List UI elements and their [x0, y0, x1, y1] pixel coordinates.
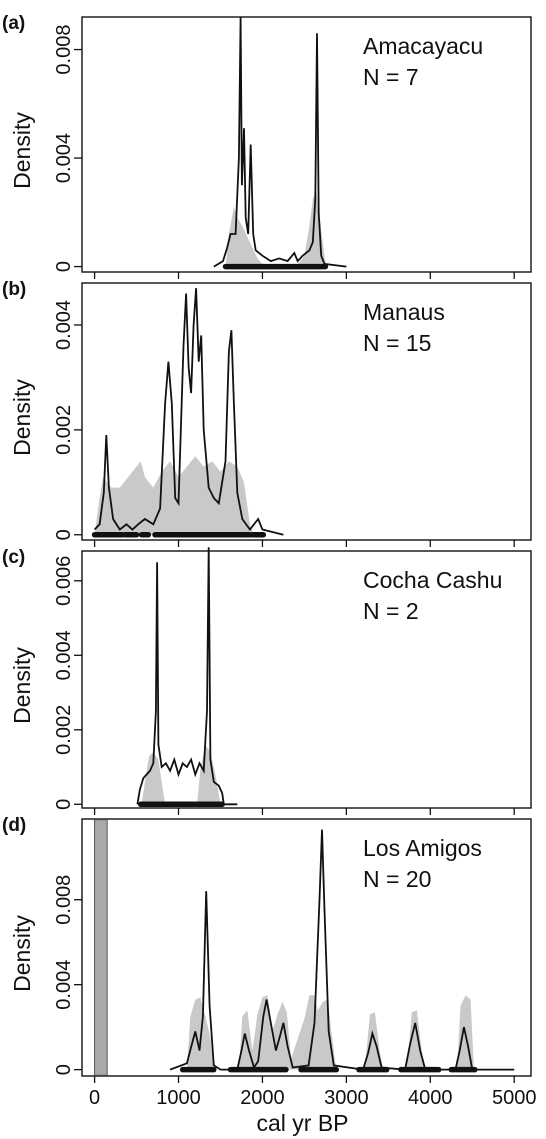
- y-tick-label: 0.002: [53, 405, 75, 455]
- x-axis-title: cal yr BP: [256, 1110, 348, 1136]
- plot-frame: [81, 16, 532, 273]
- sample-count: N = 7: [363, 64, 419, 90]
- site-name: Cocha Cashu: [363, 567, 502, 593]
- y-tick-label: 0.004: [53, 630, 75, 680]
- density-curve: [213, 16, 347, 268]
- y-axis-label: Density: [9, 379, 35, 456]
- y-axis: 0 0.004 0.008: [53, 25, 82, 272]
- x-tick-label: 4000: [408, 1087, 453, 1109]
- density-curve: [136, 547, 238, 806]
- panel-label: (a): [2, 13, 25, 34]
- density-curve: [169, 829, 515, 1071]
- sample-count: N = 20: [363, 866, 431, 892]
- y-axis: 0 0.002 0.004 0.006: [53, 556, 82, 810]
- panel-amacayacu: 0 0.004 0.008 (a) Density Amacayacu N = 7: [2, 13, 532, 279]
- x-tick-label: 5000: [492, 1087, 537, 1109]
- y-axis: 0 0.002 0.004: [53, 300, 82, 540]
- density-curve: [93, 288, 284, 536]
- y-axis-label: Density: [9, 647, 35, 724]
- y-tick-label: 0.004: [53, 300, 75, 350]
- y-tick-label: 0.004: [53, 960, 75, 1010]
- y-tick-label: 0.008: [53, 875, 75, 925]
- panel-label: (b): [2, 279, 26, 300]
- y-axis-label: Density: [9, 915, 35, 992]
- calibration-shading-layer: [186, 995, 474, 1070]
- highlight-band: [94, 819, 108, 1076]
- y-axis: 0 0.004 0.008: [53, 875, 82, 1075]
- highlight-band-layer: [94, 819, 108, 1076]
- x-tick-label: 3000: [324, 1087, 369, 1109]
- panel-label: (d): [2, 815, 26, 836]
- y-tick-label: 0.006: [53, 556, 75, 606]
- sample-count: N = 2: [363, 598, 419, 624]
- site-name: Los Amigos: [363, 835, 482, 861]
- y-tick-label: 0.008: [53, 25, 75, 75]
- x-axis: [93, 540, 515, 547]
- site-name: Manaus: [363, 299, 445, 325]
- y-tick-label: 0: [53, 529, 75, 540]
- x-axis: 0 1000 2000 3000 4000 5000: [89, 1076, 536, 1109]
- x-tick-label: 2000: [240, 1087, 285, 1109]
- panel-los-amigos: 0 0.004 0.008 0 1000 2000 3000 4000 5000 (d) De…: [2, 815, 536, 1109]
- x-axis: [93, 272, 515, 279]
- plot-frame: [81, 818, 532, 1077]
- site-name: Amacayacu: [363, 33, 483, 59]
- panel-label: (c): [2, 547, 25, 568]
- panel-manaus: 0 0.002 0.004 (b) Density Manaus N = 15: [2, 279, 532, 547]
- sample-count: N = 15: [363, 330, 431, 356]
- calibration-shading-layer: [225, 190, 327, 267]
- x-axis: [93, 808, 515, 815]
- calibration-shading: [141, 744, 221, 805]
- y-tick-label: 0.002: [53, 705, 75, 755]
- calibration-shading: [225, 190, 327, 267]
- y-axis-label: Density: [9, 112, 35, 189]
- y-tick-label: 0: [53, 799, 75, 810]
- y-tick-label: 0: [53, 1064, 75, 1075]
- panel-cocha-cashu: 0 0.002 0.004 0.006 (c) Density Cocha Cashu…: [2, 547, 532, 815]
- calibration-shading-layer: [141, 744, 221, 805]
- plot-frame: [81, 550, 532, 809]
- y-tick-label: 0.004: [53, 133, 75, 183]
- x-tick-label: 0: [89, 1087, 100, 1109]
- plot-frame: [81, 282, 532, 541]
- y-tick-label: 0: [53, 261, 75, 272]
- calibration-shading: [186, 995, 474, 1070]
- x-tick-label: 1000: [156, 1087, 201, 1109]
